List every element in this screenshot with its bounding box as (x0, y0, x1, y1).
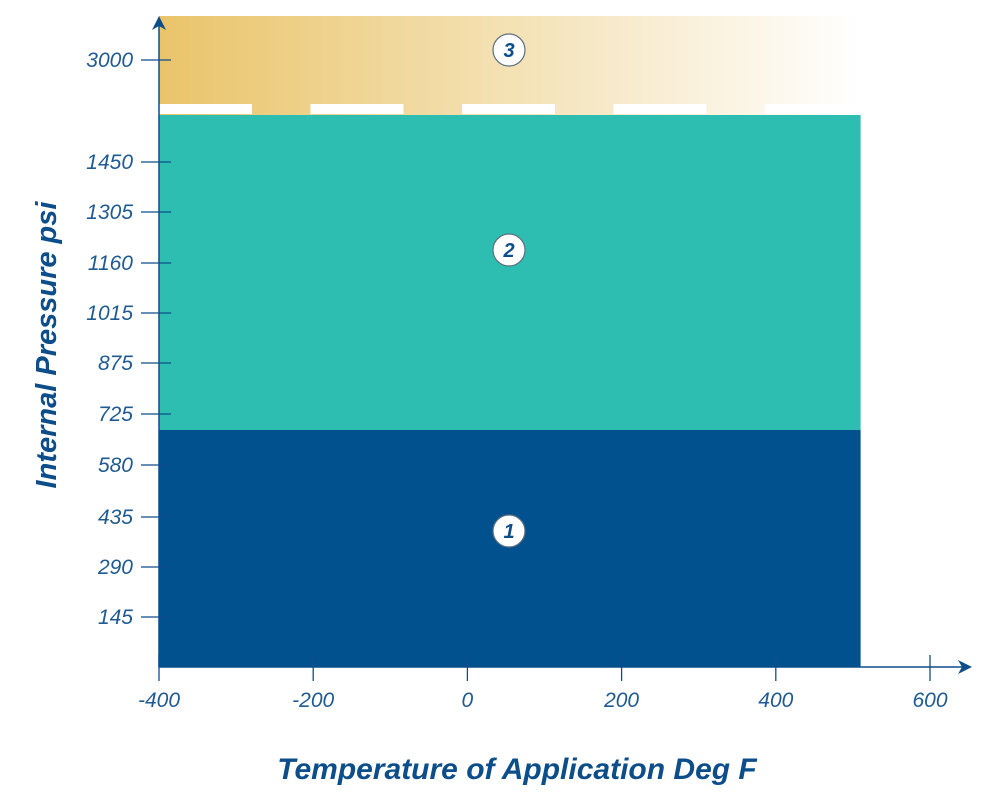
boundary-dash (159, 104, 252, 114)
zone-1-marker: 1 (492, 514, 526, 548)
zones-layer (159, 16, 861, 667)
axes: 145 290 435 580 725 875 1015 1160 1305 1450 3000 -4… (86, 16, 972, 712)
y-tick-label: 290 (97, 556, 133, 579)
boundary-dash (765, 104, 858, 114)
x-tick-label: 600 (912, 689, 947, 712)
boundary-dash (462, 104, 555, 114)
y-tick-label: 3000 (86, 49, 133, 72)
zone-3-label: 3 (503, 40, 514, 62)
y-tick-label: 1305 (86, 201, 133, 224)
boundary-dash (310, 104, 404, 114)
y-tick-label: 1160 (88, 252, 133, 275)
x-tick-label: 0 (462, 689, 474, 712)
boundary-dash (613, 104, 707, 114)
y-tick-label: 435 (98, 506, 133, 529)
y-tick-label: 580 (98, 454, 133, 477)
x-tick-label: -400 (138, 689, 180, 712)
x-tick-label: -200 (292, 689, 334, 712)
y-tick-label: 725 (98, 403, 133, 426)
zone-2-area (159, 115, 861, 430)
marker-circle (492, 33, 526, 67)
x-tick-label: 400 (758, 689, 793, 712)
y-tick-label: 145 (98, 606, 133, 629)
y-axis-title: Internal Pressure psi (31, 201, 63, 489)
y-axis-arrow-icon (152, 16, 166, 30)
zone-2-marker: 2 (492, 233, 526, 267)
y-tick-label: 1015 (86, 302, 133, 325)
zone-1-area (159, 430, 861, 667)
zone-2-label: 2 (502, 240, 514, 262)
marker-circle (492, 514, 526, 548)
x-axis-arrow-icon (958, 660, 972, 674)
zone-markers: 1 2 3 (492, 33, 526, 548)
y-tick-label: 875 (98, 352, 133, 375)
x-tick-label: 200 (603, 689, 639, 712)
y-tick-label: 1450 (86, 151, 133, 174)
zone-3-marker: 3 (492, 33, 526, 67)
zone-1-label: 1 (503, 521, 514, 543)
x-axis-title: Temperature of Application Deg F (277, 753, 757, 786)
zone-boundary-dashes (159, 104, 858, 114)
marker-circle (492, 233, 526, 267)
